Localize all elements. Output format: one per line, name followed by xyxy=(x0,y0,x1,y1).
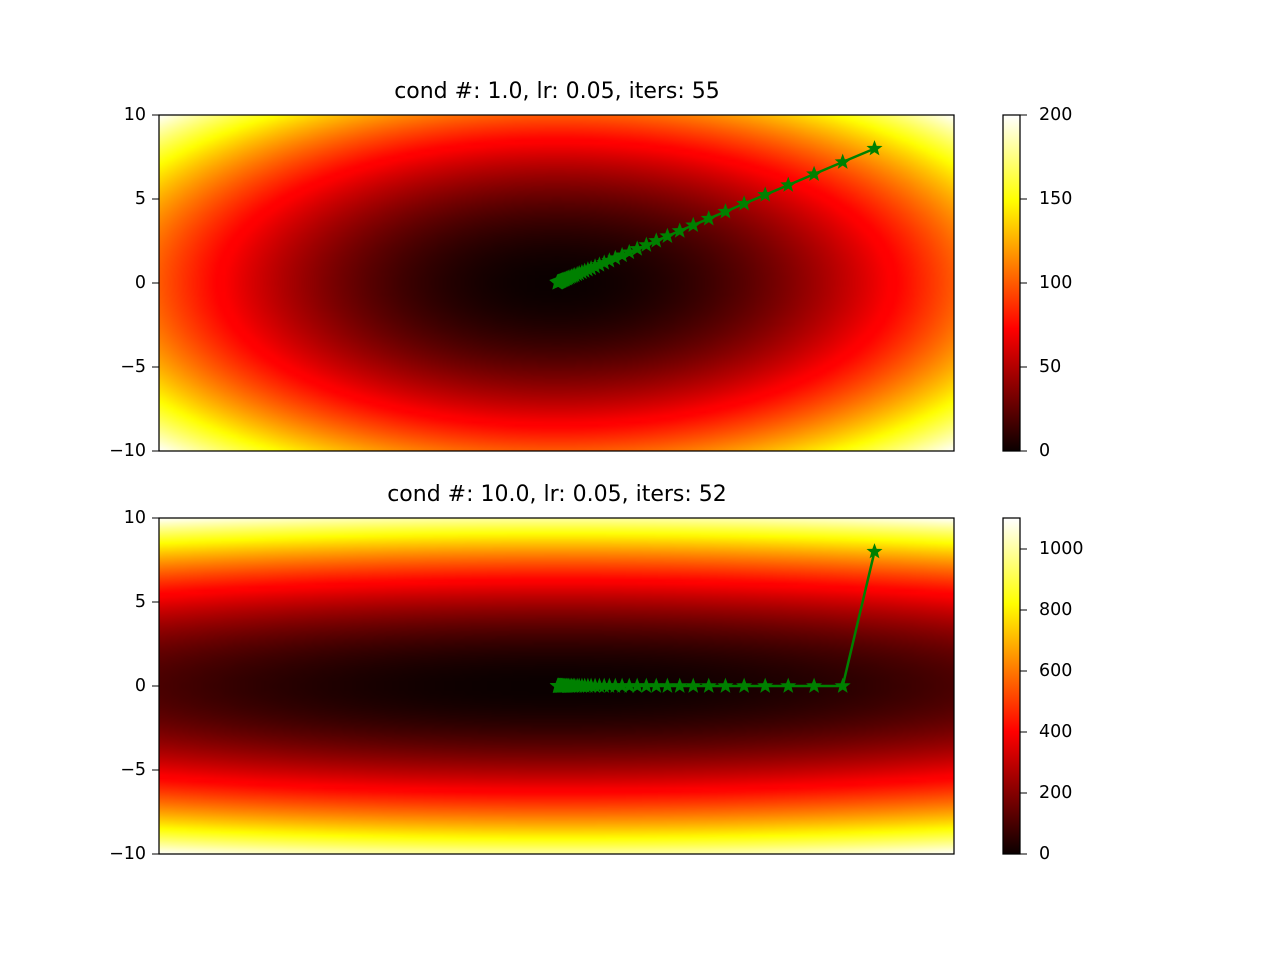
subplot-1-colorbar-gradient xyxy=(1002,114,1021,452)
subplot-2-colorbar-gradient xyxy=(1002,517,1021,855)
subplot-2-path xyxy=(549,543,883,693)
descent-path-marker xyxy=(780,677,797,693)
descent-path-marker xyxy=(834,153,851,169)
subplot-2-ytick-label: 0 xyxy=(135,676,146,696)
descent-path-marker xyxy=(757,186,774,202)
descent-path-marker xyxy=(866,140,883,156)
subplot-1-title: cond #: 1.0, lr: 0.05, iters: 55 xyxy=(394,79,720,104)
subplot-2-ytick-label: −10 xyxy=(109,844,146,864)
subplot-1-cbar-label: 0 xyxy=(1039,441,1050,461)
descent-path-marker xyxy=(806,165,823,181)
descent-path-marker xyxy=(549,274,566,290)
descent-path-marker xyxy=(614,246,631,263)
subplot-2-cbar-label: 1000 xyxy=(1039,539,1084,559)
descent-path-marker xyxy=(671,222,688,238)
descent-path-marker xyxy=(736,677,753,693)
subplot-2-ytick-label: 10 xyxy=(124,508,146,528)
subplot-2-cbar-label: 400 xyxy=(1039,722,1072,742)
descent-path-marker xyxy=(685,677,702,693)
subplot-1-path xyxy=(549,140,883,290)
subplot-2-cbar-label: 600 xyxy=(1039,661,1072,681)
subplot-2-ytick-label: 5 xyxy=(135,592,146,612)
descent-path-marker xyxy=(648,232,665,248)
descent-path-marker xyxy=(549,677,566,693)
subplot-2-colorbar: 1000 800 600 400 200 0 xyxy=(1002,517,1084,864)
subplot-2-title: cond #: 10.0, lr: 0.05, iters: 52 xyxy=(387,482,727,507)
descent-path-marker xyxy=(638,236,655,252)
descent-path-marker xyxy=(700,677,717,693)
descent-path-marker xyxy=(717,203,734,219)
subplot-1-ytick-label: −5 xyxy=(120,357,146,377)
subplot-1-yaxis: 10 5 0 −5 −10 xyxy=(109,105,159,461)
descent-path-marker xyxy=(806,677,823,693)
descent-path-marker xyxy=(685,216,702,233)
descent-path-marker xyxy=(834,677,851,693)
subplot-1-cbar-label: 50 xyxy=(1039,357,1061,377)
descent-path-marker xyxy=(757,677,774,693)
descent-path-marker xyxy=(621,243,638,260)
descent-path-marker xyxy=(717,677,734,693)
subplot-1-ytick-label: −10 xyxy=(109,441,146,461)
subplot-1-ytick-label: 10 xyxy=(124,105,146,125)
subplot-2-cbar-label: 800 xyxy=(1039,600,1072,620)
subplot-2-cbar-label: 0 xyxy=(1039,844,1050,864)
descent-path-marker xyxy=(866,543,883,559)
subplot-1-ytick-label: 5 xyxy=(135,189,146,209)
subplot-2: cond #: 10.0, lr: 0.05, iters: 52 10 5 0… xyxy=(109,482,1083,864)
subplot-1-cbar-label: 150 xyxy=(1039,189,1072,209)
subplot-1: cond #: 1.0, lr: 0.05, iters: 55 10 5 0 … xyxy=(109,79,1072,461)
descent-path-marker xyxy=(659,227,676,243)
subplot-2-cbar-label: 200 xyxy=(1039,783,1072,803)
descent-path-marker xyxy=(736,195,753,211)
subplot-1-ytick-label: 0 xyxy=(135,273,146,293)
subplot-1-colorbar: 200 150 100 50 0 xyxy=(1002,105,1072,461)
subplot-1-cbar-label: 100 xyxy=(1039,273,1072,293)
subplot-2-ytick-label: −5 xyxy=(120,760,146,780)
subplot-1-cbar-label: 200 xyxy=(1039,105,1072,125)
descent-path-marker xyxy=(700,210,717,226)
descent-path-marker xyxy=(780,176,797,192)
subplot-2-yaxis: 10 5 0 −5 −10 xyxy=(109,508,159,864)
descent-path-marker xyxy=(629,240,646,256)
